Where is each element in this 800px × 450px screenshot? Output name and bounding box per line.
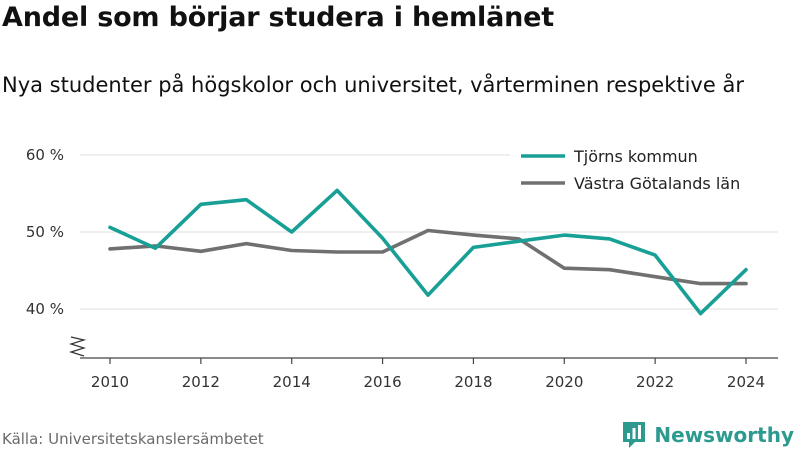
brand-name: Newsworthy — [654, 423, 794, 447]
chart-title: Andel som börjar studera i hemlänet — [2, 2, 554, 33]
series-line-västra-götalands-län — [108, 228, 748, 286]
source-note: Källa: Universitetskanslersämbetet — [2, 430, 264, 448]
x-tick-label: 2024 — [727, 373, 765, 391]
x-tick-label: 2010 — [91, 373, 129, 391]
x-tick-label: 2018 — [454, 373, 492, 391]
y-tick-label: 50 % — [26, 223, 64, 241]
x-tick-label: 2014 — [273, 373, 311, 391]
x-tick-label: 2012 — [182, 373, 220, 391]
brand-logo: Newsworthy — [621, 420, 794, 450]
series-line-tjörns-kommun — [108, 188, 748, 316]
axis-break-icon — [68, 336, 87, 357]
y-tick-label: 40 % — [26, 300, 64, 318]
legend-label: Tjörns kommun — [573, 147, 698, 166]
legend-label: Västra Götalands län — [574, 174, 740, 193]
chart-subtitle: Nya studenter på högskolor och universit… — [2, 73, 744, 97]
line-chart: 40 % 50 % 60 % 2010 2012 2014 2016 2018 2020 2022… — [26, 144, 778, 391]
x-tick-label: 2016 — [363, 373, 401, 391]
y-tick-label: 60 % — [26, 146, 64, 164]
newsworthy-logo-icon — [623, 422, 646, 448]
x-tick-label: 2020 — [545, 373, 583, 391]
x-tick-label: 2022 — [636, 373, 674, 391]
